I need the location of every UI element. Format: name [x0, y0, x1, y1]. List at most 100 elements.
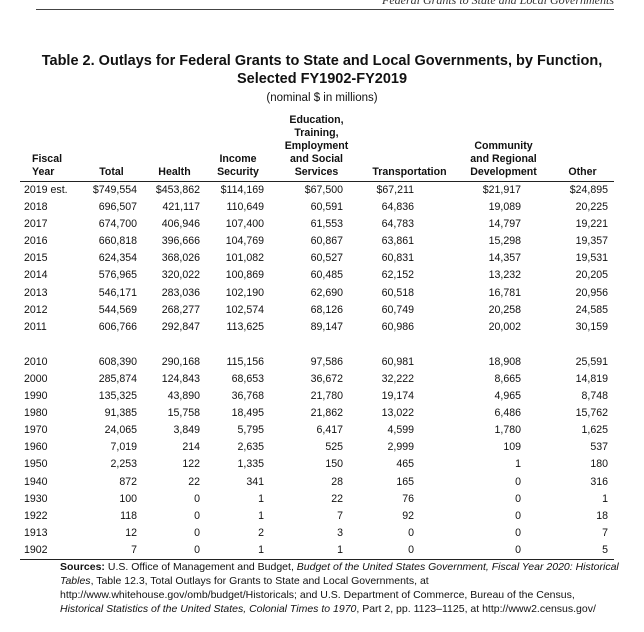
sources-text: , Table 12.3, Total Outlays for Grants t…	[60, 575, 575, 601]
value-cell: 110,649	[226, 201, 264, 214]
value-cell: 292,847	[161, 320, 200, 333]
value-cell: 24,065	[104, 424, 137, 437]
value-cell: 0	[515, 526, 521, 539]
table-title-line2: Selected FY1902-FY2019	[236, 71, 408, 87]
outlays-table: Fiscal Year Total Health Income Security…	[20, 114, 614, 560]
value-cell: 546,171	[98, 286, 137, 299]
value-cell: 14,797	[488, 218, 521, 231]
value-cell: 24,585	[575, 303, 608, 316]
value-cell: 5	[602, 543, 608, 556]
value-cell: 406,946	[161, 218, 200, 231]
value-cell: 20,205	[575, 269, 608, 282]
value-cell: 320,022	[161, 269, 200, 282]
value-cell: 8,665	[494, 372, 521, 385]
table-row: 2016 660,818 396,666 104,769 60,867 63,861 15,…	[20, 233, 614, 250]
fiscal-year-cell: 1960	[24, 441, 48, 454]
value-cell: 19,357	[575, 235, 608, 248]
value-cell: 15,758	[167, 407, 200, 420]
value-cell: 21,862	[310, 407, 343, 420]
value-cell: 3	[337, 526, 343, 539]
value-cell: 0	[515, 492, 521, 505]
value-cell: 107,400	[225, 218, 264, 231]
value-cell: $114,169	[220, 184, 264, 196]
table-row: 1922 118 0 1 7 92 0 18	[20, 508, 614, 525]
value-cell: 60,981	[381, 355, 414, 368]
value-cell: 20,002	[488, 320, 521, 333]
value-cell: $24,895	[569, 184, 608, 196]
value-cell: 341	[246, 475, 264, 488]
value-cell: 12	[125, 526, 137, 539]
table-row: 2010 608,390 290,168 115,156 97,586 60,981 18,…	[20, 354, 614, 371]
column-header: Income Security	[217, 153, 259, 178]
table-row: 2013 546,171 283,036 102,190 62,690 60,518 16,…	[20, 285, 614, 302]
value-cell: $749,554	[92, 184, 137, 196]
value-cell: 2,253	[110, 458, 137, 471]
value-cell: 283,036	[161, 286, 200, 299]
value-cell: 0	[194, 492, 200, 505]
value-cell: 7	[602, 526, 608, 539]
value-cell: 0	[408, 526, 414, 539]
value-cell: 18	[596, 509, 608, 522]
value-cell: 465	[396, 458, 414, 471]
fiscal-year-cell: 2015	[24, 252, 48, 265]
fiscal-year-cell: 2000	[24, 372, 48, 385]
value-cell: 76	[402, 492, 414, 505]
sources-italic-title: Historical Statistics of the United Stat…	[60, 603, 357, 615]
sources-text: , Part 2, pp. 1123–1125, at http://www2.…	[356, 603, 596, 615]
fiscal-year-cell: 1913	[24, 526, 48, 539]
sources-label: Sources:	[60, 561, 105, 573]
fiscal-year-cell: 2014	[24, 269, 48, 282]
value-cell: 1,625	[581, 424, 608, 437]
value-cell: 19,221	[575, 218, 608, 231]
value-cell: 0	[515, 509, 521, 522]
value-cell: 544,569	[98, 303, 137, 316]
table-row: 2014 576,965 320,022 100,869 60,485 62,152 13,…	[20, 267, 614, 284]
value-cell: 1,335	[237, 458, 264, 471]
value-cell: 36,768	[231, 390, 264, 403]
fiscal-year-cell: 1902	[24, 543, 48, 556]
value-cell: 113,625	[226, 320, 264, 333]
value-cell: 43,890	[167, 390, 200, 403]
value-cell: 20,956	[575, 286, 608, 299]
value-cell: 4,599	[387, 424, 414, 437]
value-cell: 16,781	[488, 286, 521, 299]
value-cell: 7	[131, 543, 137, 556]
table-row: 1940 872 22 341 28 165 0 316	[20, 474, 614, 491]
value-cell: 22	[188, 475, 200, 488]
value-cell: 660,818	[98, 235, 137, 248]
value-cell: 91,385	[104, 407, 137, 420]
value-cell: 6,417	[316, 424, 343, 437]
value-cell: 104,769	[225, 235, 264, 248]
table-row: 2018 696,507 421,117 110,649 60,591 64,836 19,…	[20, 199, 614, 216]
value-cell: 421,117	[162, 201, 200, 214]
value-cell: 2	[258, 526, 264, 539]
value-cell: 100	[119, 492, 137, 505]
value-cell: 122	[182, 458, 200, 471]
value-cell: 1	[258, 492, 264, 505]
value-cell: 696,507	[98, 201, 137, 214]
value-cell: 624,354	[98, 252, 137, 265]
value-cell: 135,325	[98, 390, 137, 403]
table-row: 2000 285,874 124,843 68,653 36,672 32,222 8,66…	[20, 371, 614, 388]
value-cell: 14,819	[575, 372, 608, 385]
fiscal-year-cell: 1930	[24, 492, 48, 505]
value-cell: 19,531	[575, 252, 608, 265]
value-cell: 316	[590, 475, 608, 488]
value-cell: 124,843	[161, 372, 200, 385]
column-header: Transportation	[372, 166, 447, 178]
value-cell: 100,869	[225, 269, 264, 282]
sources-note: Sources: U.S. Office of Management and B…	[60, 560, 620, 616]
table-row: 1913 12 0 2 3 0 0 7	[20, 525, 614, 542]
value-cell: 1	[337, 543, 343, 556]
table-row: 1902 7 0 1 1 0 0 5	[20, 542, 614, 560]
fiscal-year-cell: 2012	[24, 303, 48, 316]
value-cell: 68,653	[231, 372, 264, 385]
table-row: 2019 est. $749,554 $453,862 $114,169 $67,500…	[20, 182, 614, 200]
value-cell: 608,390	[98, 355, 137, 368]
value-cell: 28	[331, 475, 343, 488]
value-cell: 62,152	[381, 269, 414, 282]
value-cell: 165	[396, 475, 414, 488]
value-cell: 0	[515, 475, 521, 488]
value-cell: 872	[119, 475, 137, 488]
value-cell: 32,222	[381, 372, 414, 385]
